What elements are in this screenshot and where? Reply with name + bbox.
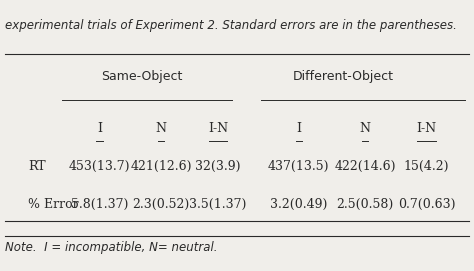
Text: I-N: I-N xyxy=(417,122,437,135)
Text: I: I xyxy=(97,122,102,135)
Text: 422(14.6): 422(14.6) xyxy=(334,160,396,173)
Text: Same-Object: Same-Object xyxy=(101,70,183,83)
Text: 437(13.5): 437(13.5) xyxy=(268,160,329,173)
Text: experimental trials of Experiment 2. Standard errors are in the parentheses.: experimental trials of Experiment 2. Sta… xyxy=(5,19,456,32)
Text: 2.5(0.58): 2.5(0.58) xyxy=(337,198,393,211)
Text: RT: RT xyxy=(28,160,46,173)
Text: 0.7(0.63): 0.7(0.63) xyxy=(398,198,456,211)
Text: 15(4.2): 15(4.2) xyxy=(404,160,449,173)
Text: % Error: % Error xyxy=(28,198,79,211)
Text: 453(13.7): 453(13.7) xyxy=(69,160,130,173)
Text: Note.  I = incompatible, N= neutral.: Note. I = incompatible, N= neutral. xyxy=(5,241,217,254)
Text: 3.5(1.37): 3.5(1.37) xyxy=(189,198,247,211)
Text: N: N xyxy=(155,122,167,135)
Text: 3.2(0.49): 3.2(0.49) xyxy=(270,198,328,211)
Text: 5.8(1.37): 5.8(1.37) xyxy=(71,198,128,211)
Text: I: I xyxy=(296,122,301,135)
Text: 421(12.6): 421(12.6) xyxy=(130,160,192,173)
Text: Different-Object: Different-Object xyxy=(293,70,394,83)
Text: 32(3.9): 32(3.9) xyxy=(195,160,241,173)
Text: N: N xyxy=(359,122,371,135)
Text: 2.3(0.52): 2.3(0.52) xyxy=(133,198,190,211)
Text: I-N: I-N xyxy=(208,122,228,135)
